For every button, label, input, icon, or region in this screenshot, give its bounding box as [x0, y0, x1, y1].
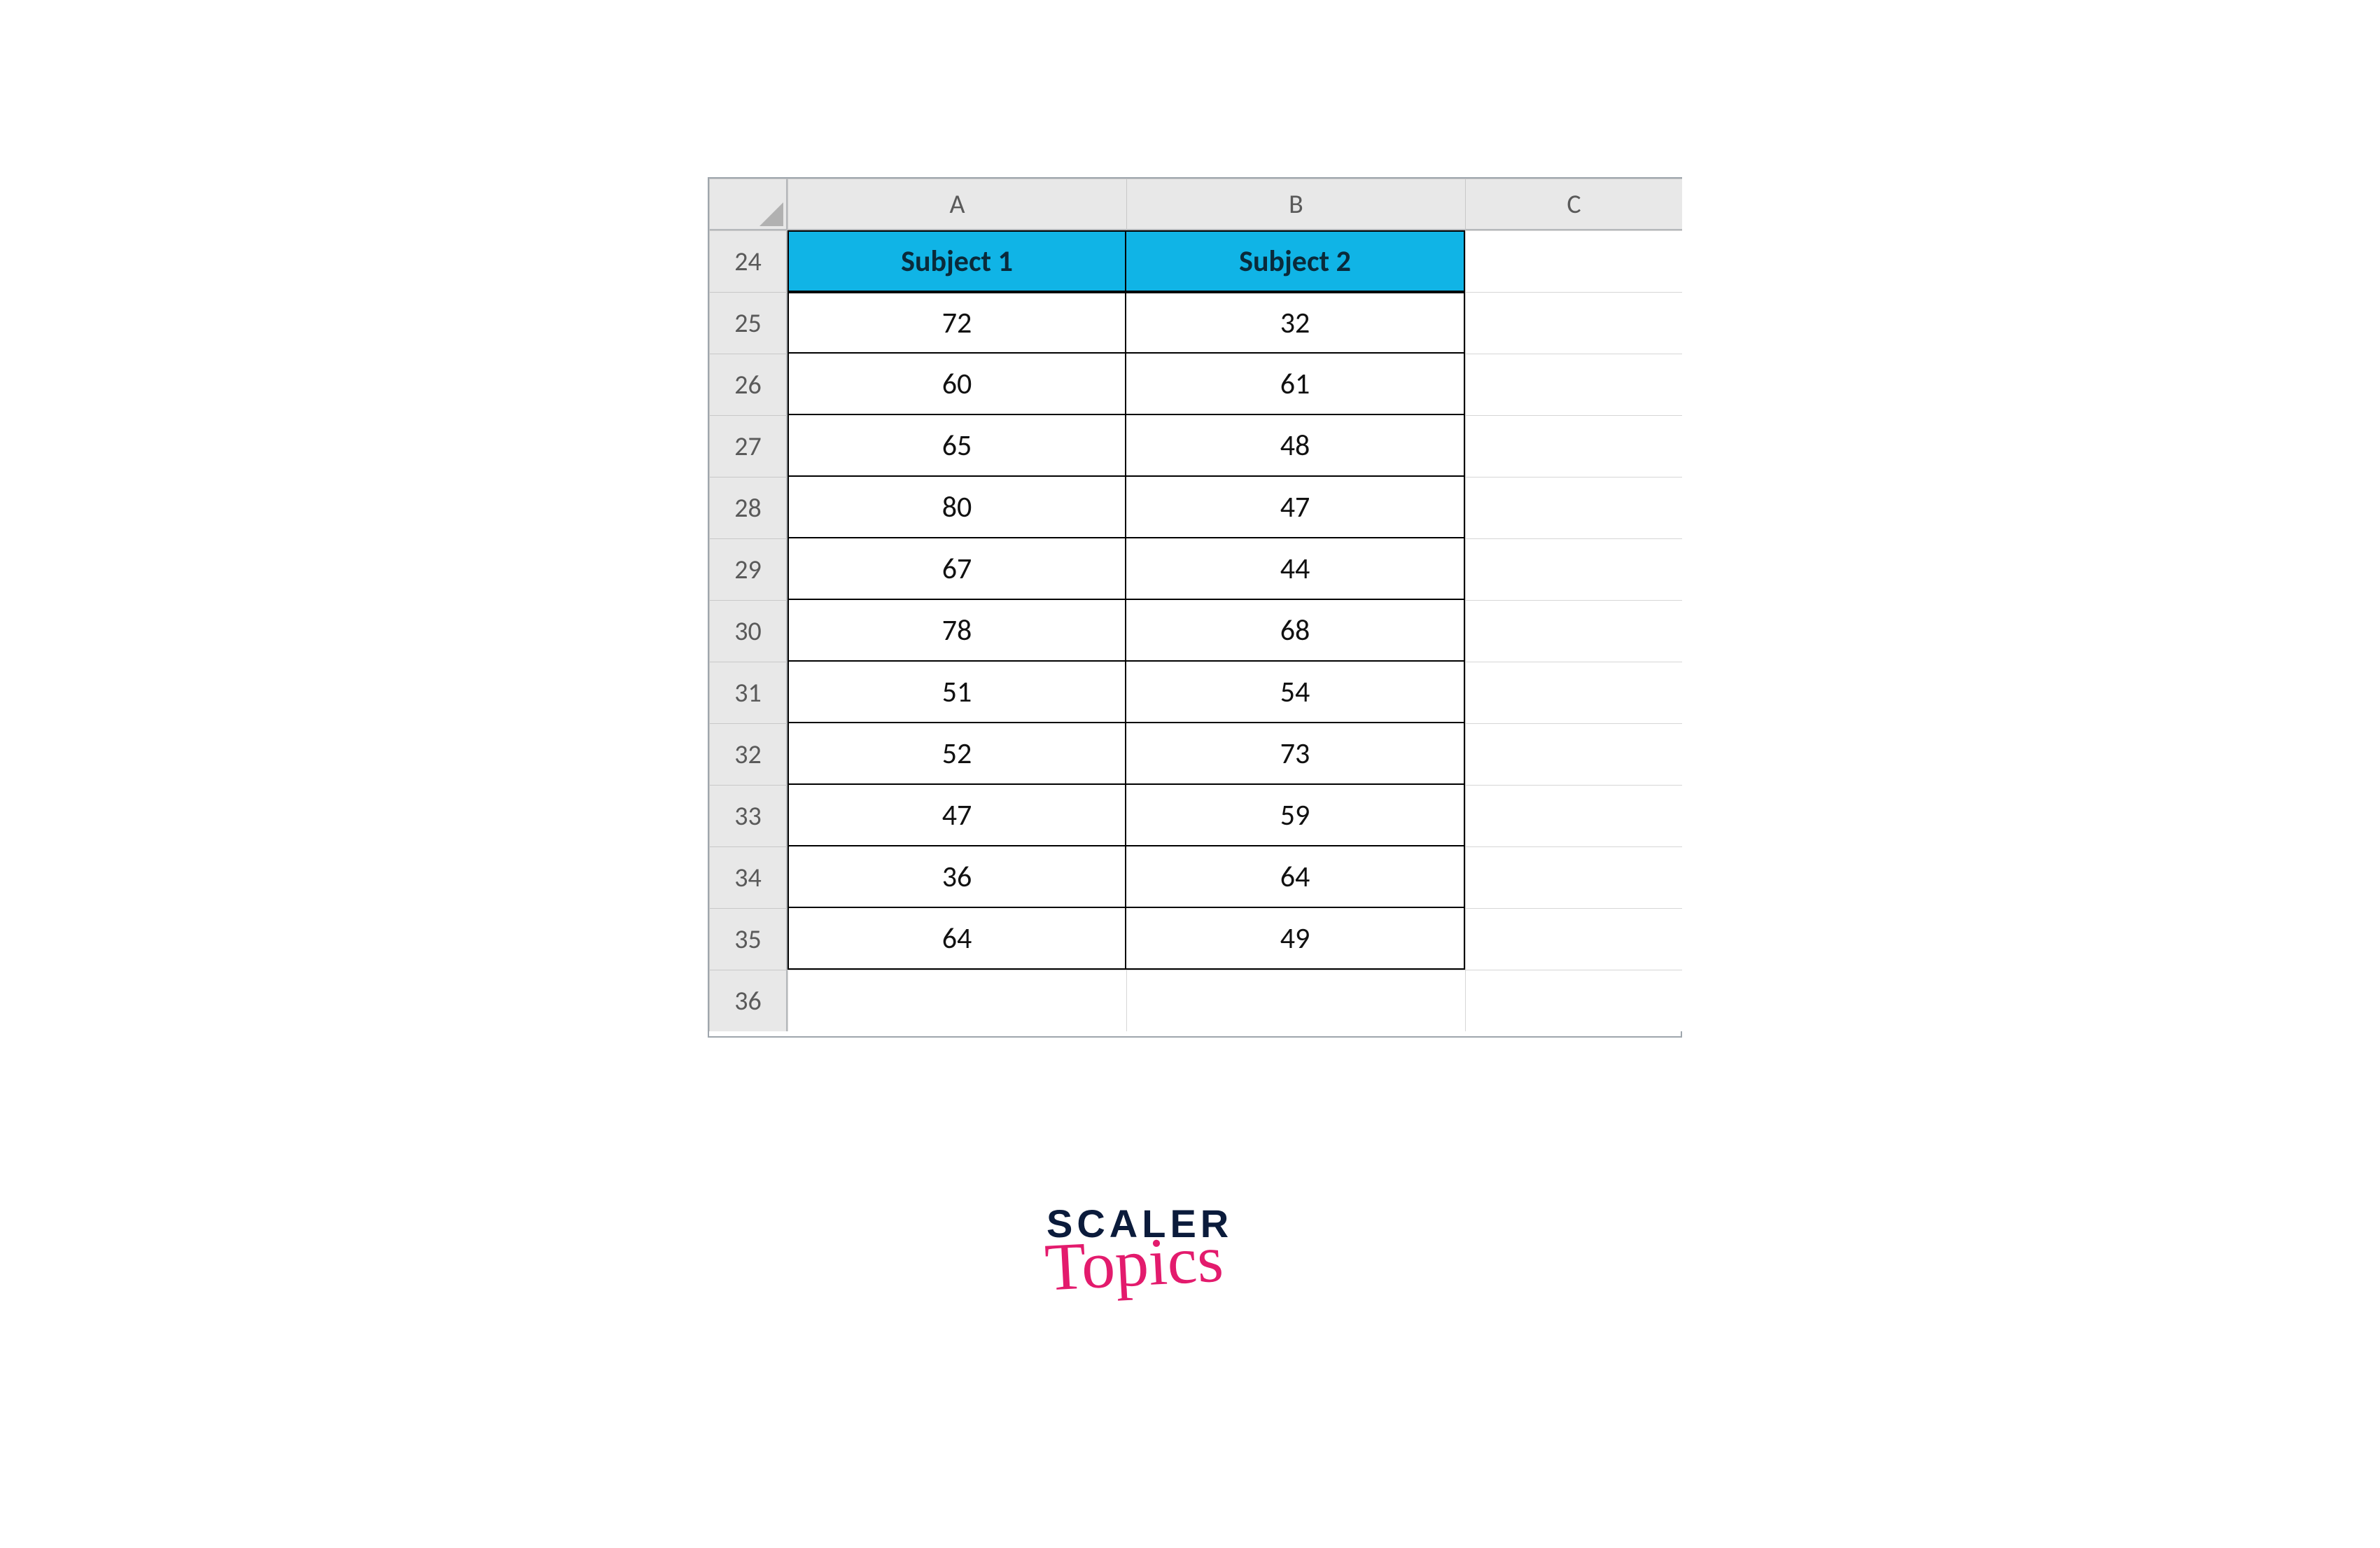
cell-C26[interactable] — [1465, 354, 1682, 415]
cell-A28[interactable]: 80 — [788, 477, 1126, 538]
cell-A34[interactable]: 36 — [788, 846, 1126, 908]
spreadsheet-grid: ABC24Subject 1Subject 225723226606127654… — [709, 179, 1681, 1036]
cell-B35[interactable]: 49 — [1126, 908, 1465, 970]
cell-A27[interactable]: 65 — [788, 415, 1126, 477]
spreadsheet-frame: ABC24Subject 1Subject 225723226606127654… — [708, 177, 1682, 1038]
scaler-topics-logo: SCALER Topics — [1046, 1204, 1233, 1290]
column-header-C[interactable]: C — [1465, 179, 1682, 230]
column-header-A[interactable]: A — [788, 179, 1126, 230]
row-header-29[interactable]: 29 — [709, 538, 788, 600]
logo-text-script: Topics — [1040, 1232, 1228, 1295]
cell-B24[interactable]: Subject 2 — [1126, 230, 1465, 292]
cell-B28[interactable]: 47 — [1126, 477, 1465, 538]
cell-C32[interactable] — [1465, 723, 1682, 785]
cell-A35[interactable]: 64 — [788, 908, 1126, 970]
cell-C31[interactable] — [1465, 662, 1682, 723]
cell-C28[interactable] — [1465, 477, 1682, 538]
row-header-33[interactable]: 33 — [709, 785, 788, 846]
cell-A30[interactable]: 78 — [788, 600, 1126, 662]
cell-A36[interactable] — [788, 970, 1126, 1031]
cell-A24[interactable]: Subject 1 — [788, 230, 1126, 292]
cell-A31[interactable]: 51 — [788, 662, 1126, 723]
row-header-31[interactable]: 31 — [709, 662, 788, 723]
cell-B29[interactable]: 44 — [1126, 538, 1465, 600]
row-header-28[interactable]: 28 — [709, 477, 788, 538]
cell-B34[interactable]: 64 — [1126, 846, 1465, 908]
row-header-26[interactable]: 26 — [709, 354, 788, 415]
select-all-corner[interactable] — [709, 179, 788, 230]
row-header-25[interactable]: 25 — [709, 292, 788, 354]
page-canvas: ABC24Subject 1Subject 225723226606127654… — [0, 0, 2380, 1548]
row-header-27[interactable]: 27 — [709, 415, 788, 477]
cell-B33[interactable]: 59 — [1126, 785, 1465, 846]
cell-B32[interactable]: 73 — [1126, 723, 1465, 785]
cell-A32[interactable]: 52 — [788, 723, 1126, 785]
row-header-24[interactable]: 24 — [709, 230, 788, 292]
cell-C33[interactable] — [1465, 785, 1682, 846]
cell-B27[interactable]: 48 — [1126, 415, 1465, 477]
cell-B25[interactable]: 32 — [1126, 292, 1465, 354]
row-header-32[interactable]: 32 — [709, 723, 788, 785]
select-all-triangle-icon — [760, 202, 783, 226]
row-header-36[interactable]: 36 — [709, 970, 788, 1031]
cell-C27[interactable] — [1465, 415, 1682, 477]
cell-B31[interactable]: 54 — [1126, 662, 1465, 723]
cell-C29[interactable] — [1465, 538, 1682, 600]
cell-C24[interactable] — [1465, 230, 1682, 292]
cell-B26[interactable]: 61 — [1126, 354, 1465, 415]
cell-C34[interactable] — [1465, 846, 1682, 908]
cell-B30[interactable]: 68 — [1126, 600, 1465, 662]
cell-C25[interactable] — [1465, 292, 1682, 354]
cell-A26[interactable]: 60 — [788, 354, 1126, 415]
column-header-B[interactable]: B — [1126, 179, 1465, 230]
cell-A33[interactable]: 47 — [788, 785, 1126, 846]
cell-C30[interactable] — [1465, 600, 1682, 662]
cell-A25[interactable]: 72 — [788, 292, 1126, 354]
cell-B36[interactable] — [1126, 970, 1465, 1031]
cell-C35[interactable] — [1465, 908, 1682, 970]
cell-A29[interactable]: 67 — [788, 538, 1126, 600]
cell-C36[interactable] — [1465, 970, 1682, 1031]
row-header-35[interactable]: 35 — [709, 908, 788, 970]
row-header-34[interactable]: 34 — [709, 846, 788, 908]
row-header-30[interactable]: 30 — [709, 600, 788, 662]
